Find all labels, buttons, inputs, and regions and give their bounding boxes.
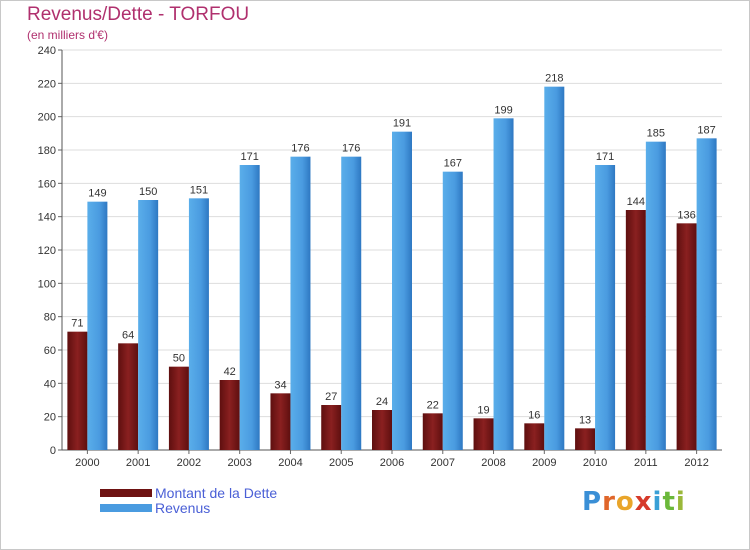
- bar-dette: [575, 428, 596, 450]
- y-tick-label: 180: [38, 145, 56, 157]
- chart-subtitle: (en milliers d'€): [27, 28, 108, 42]
- bar-dette: [67, 331, 88, 450]
- data-label: 16: [528, 409, 540, 421]
- bar-dette: [270, 393, 291, 450]
- bar-revenus: [290, 156, 311, 450]
- x-tick-label: 2009: [532, 457, 556, 469]
- x-tick-label: 2007: [431, 457, 455, 469]
- data-label: 24: [376, 396, 388, 408]
- data-label: 150: [139, 186, 157, 198]
- logo-letter: x: [634, 487, 653, 517]
- bar-revenus: [493, 118, 514, 450]
- bar-dette: [676, 223, 697, 450]
- bar-revenus: [87, 201, 108, 450]
- x-tick-label: 2004: [278, 457, 302, 469]
- data-label: 64: [122, 329, 134, 341]
- logo-letter: r: [602, 487, 616, 517]
- bar-revenus: [341, 156, 362, 450]
- bar-revenus: [392, 131, 412, 450]
- data-label: 187: [697, 124, 715, 136]
- bar-revenus: [544, 86, 565, 451]
- data-label: 176: [291, 143, 309, 155]
- x-tick-label: 2002: [177, 457, 201, 469]
- legend-label-revenus: Revenus: [155, 500, 211, 516]
- data-label: 71: [71, 318, 83, 330]
- y-tick-label: 60: [44, 345, 56, 357]
- bar-revenus: [595, 165, 616, 450]
- y-tick-label: 20: [44, 412, 56, 424]
- logo-letter: t: [662, 487, 676, 517]
- data-label: 22: [427, 399, 439, 411]
- x-tick-label: 2005: [329, 457, 353, 469]
- data-label: 27: [325, 391, 337, 403]
- logo-letter: i: [675, 487, 686, 517]
- y-tick-label: 200: [38, 112, 56, 124]
- bar-dette: [321, 405, 342, 450]
- y-tick-label: 40: [44, 378, 56, 390]
- y-tick-label: 100: [38, 278, 56, 290]
- logo-letter: P: [582, 487, 603, 517]
- bar-revenus: [138, 200, 159, 450]
- y-tick-label: 80: [44, 312, 56, 324]
- y-tick-label: 220: [38, 78, 56, 90]
- data-label: 171: [241, 151, 259, 163]
- legend-swatch-revenus: [100, 504, 152, 512]
- bar-revenus: [442, 171, 463, 450]
- x-tick-label: 2012: [684, 457, 708, 469]
- data-label: 167: [444, 158, 462, 170]
- x-tick-label: 2010: [583, 457, 607, 469]
- data-label: 171: [596, 151, 614, 163]
- data-label: 176: [342, 143, 360, 155]
- bar-dette: [168, 366, 189, 450]
- proxiti-logo: Proxiti: [582, 487, 686, 517]
- bar-dette: [372, 410, 392, 450]
- y-tick-label: 160: [38, 178, 56, 190]
- y-tick-label: 0: [50, 445, 56, 457]
- data-label: 218: [545, 73, 563, 85]
- chart-title: Revenus/Dette - TORFOU: [27, 4, 250, 25]
- x-tick-label: 2006: [380, 457, 404, 469]
- bar-dette: [473, 418, 494, 450]
- data-label: 191: [393, 118, 411, 130]
- data-label: 19: [477, 404, 489, 416]
- x-tick-label: 2000: [75, 457, 99, 469]
- x-tick-label: 2003: [227, 457, 251, 469]
- data-label: 151: [190, 184, 208, 196]
- x-tick-label: 2001: [126, 457, 150, 469]
- data-label: 136: [677, 209, 695, 221]
- x-tick-label: 2011: [634, 457, 658, 469]
- bar-revenus: [239, 165, 260, 450]
- data-label: 50: [173, 353, 185, 365]
- logo-letter: i: [652, 487, 663, 517]
- bar-dette: [524, 423, 545, 450]
- data-label: 34: [274, 379, 286, 391]
- bar-dette: [422, 413, 443, 450]
- data-label: 149: [88, 188, 106, 200]
- y-tick-label: 240: [38, 45, 56, 57]
- data-label: 144: [627, 196, 645, 208]
- data-label: 42: [224, 366, 236, 378]
- bar-dette: [219, 380, 240, 450]
- data-label: 13: [579, 414, 591, 426]
- data-label: 199: [494, 104, 512, 116]
- y-tick-label: 120: [38, 245, 56, 257]
- bar-dette: [118, 343, 139, 450]
- bar-dette: [625, 210, 646, 450]
- x-tick-label: 2008: [481, 457, 505, 469]
- logo-letter: o: [615, 487, 635, 517]
- y-tick-label: 140: [38, 212, 56, 224]
- legend-label-dette: Montant de la Dette: [155, 485, 278, 501]
- bar-revenus: [696, 138, 717, 451]
- data-label: 185: [647, 128, 665, 140]
- bar-revenus: [188, 198, 209, 450]
- legend-swatch-dette: [100, 489, 152, 497]
- bar-revenus: [645, 141, 666, 450]
